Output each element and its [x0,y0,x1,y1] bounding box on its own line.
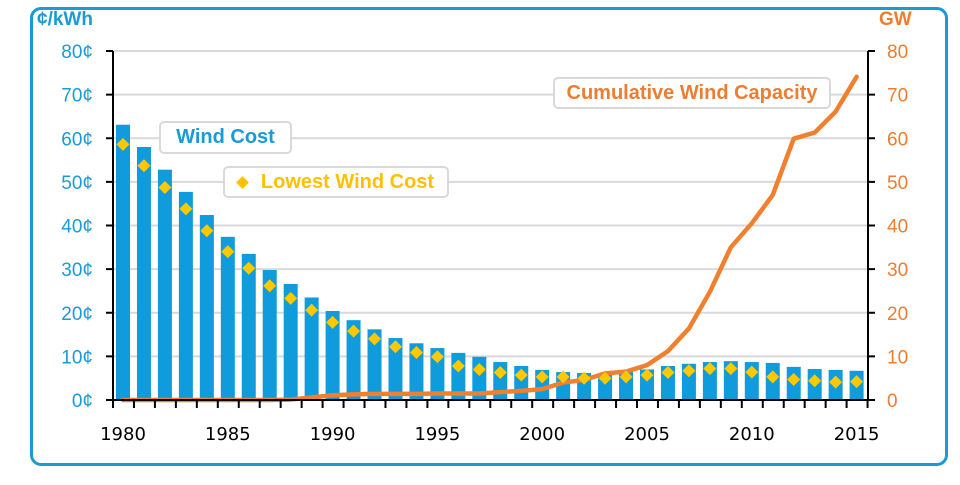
left-axis-unit-label: ¢/kWh [37,9,93,30]
left-axis-tick-label: 80¢ [61,42,93,63]
x-axis-tick-label: 1980 [100,424,146,445]
lowest-cost-marker [619,370,633,384]
right-axis-tick-label: 60 [887,129,908,150]
right-axis-tick-label: 80 [887,42,908,63]
right-axis-tick-label: 70 [887,86,908,107]
lowest-cost-marker [514,368,528,382]
lowest-cost-marker [200,224,214,238]
lowest-cost-marker [766,370,780,384]
lowest-cost-marker [137,159,151,173]
lowest-cost-marker [451,359,465,373]
x-axis-tick-label: 2005 [624,424,670,445]
lowest-cost-marker [661,366,675,380]
wind-cost-bar [409,343,424,400]
wind-cost-bar [262,269,277,400]
wind-cost-bar [283,283,298,400]
lowest-cost-marker [388,340,402,354]
right-axis-tick-label: 0 [887,391,898,412]
wind-cost-bar [430,348,445,400]
lowest-cost-marker [284,291,298,305]
lowest-cost-marker [808,374,822,388]
left-axis-tick-label: 20¢ [61,304,93,325]
legend-cumulative-capacity-label: Cumulative Wind Capacity [566,81,818,104]
lowest-cost-marker [472,362,486,376]
lowest-cost-marker [368,332,382,346]
lowest-cost-marker [179,202,193,216]
chart-frame [30,7,948,466]
left-axis-tick-label: 0¢ [72,391,93,412]
wind-cost-bar [178,191,193,400]
lowest-cost-marker [347,324,361,338]
wind-cost-bar [367,329,382,400]
lowest-cost-marker [577,371,591,385]
lowest-cost-marker [158,181,172,195]
lowest-cost-marker [263,279,277,293]
wind-cost-bar [116,124,130,400]
wind-cost-bar [241,253,256,400]
left-axis-tick-label: 40¢ [61,217,93,238]
lowest-cost-marker [430,350,444,364]
lowest-cost-marker [703,362,717,376]
right-axis-unit-label: GW [879,9,912,30]
legend-lowest-wind-cost-label: Lowest Wind Cost [260,170,435,193]
diamond-icon [236,175,249,189]
lowest-cost-marker [598,371,612,385]
lowest-cost-marker [745,365,759,379]
x-axis-tick-label: 2000 [519,424,565,445]
tick-labels: 0¢ 0 10¢ 10 20¢ 20 30¢ 30 40¢ 40 50¢ 50 60¢ 60 70¢ 70 80… [61,42,908,445]
legend-wind-cost-label: Wind Cost [176,126,275,148]
lowest-cost-marker [787,372,801,386]
left-axis-tick-label: 50¢ [61,173,93,194]
lowest-cost-marker [116,137,130,151]
x-axis-tick-label: 1985 [205,424,251,445]
lowest-cost-marker [305,303,319,317]
wind-cost-bar [220,236,235,400]
lowest-cost-marker [850,375,864,389]
axes [106,50,875,408]
lowest-cost-marker [409,345,423,359]
wind-cost-bars [116,124,864,400]
wind-cost-bar [304,297,319,400]
lowest-cost-marker [535,370,549,384]
legend-cumulative-capacity: Cumulative Wind Capacity [553,77,831,109]
wind-cost-bar [136,146,151,400]
left-axis-tick-label: 60¢ [61,129,93,150]
lowest-cost-marker [682,364,696,378]
wind-cost-bar [388,338,403,400]
lowest-cost-marker [221,245,235,259]
x-axis-tick-label: 1995 [414,424,460,445]
lowest-cost-marker [724,362,738,376]
lowest-cost-marker [493,366,507,380]
right-axis-tick-label: 40 [887,217,908,238]
left-axis-tick-label: 10¢ [61,347,93,368]
right-axis-tick-label: 20 [887,304,908,325]
wind-cost-bar [157,169,172,400]
lowest-cost-marker [556,370,570,384]
wind-cost-bar [325,311,340,400]
right-axis-tick-label: 30 [887,260,908,281]
wind-cost-bar [346,320,361,400]
lowest-cost-markers [116,137,864,389]
left-axis-tick-label: 30¢ [61,260,93,281]
right-axis-tick-label: 10 [887,347,908,368]
lowest-cost-marker [326,315,340,329]
right-axis-tick-label: 50 [887,173,908,194]
x-axis-tick-label: 2010 [729,424,775,445]
lowest-cost-marker [242,261,256,275]
x-axis-tick-label: 2015 [834,424,880,445]
x-axis-tick-label: 1990 [310,424,356,445]
wind-cost-bar [199,215,214,400]
lowest-cost-marker [640,368,654,382]
lowest-cost-marker [829,375,843,389]
left-axis-tick-label: 70¢ [61,86,93,107]
legend-wind-cost: Wind Cost [159,121,292,154]
legend-lowest-wind-cost: Lowest Wind Cost [223,166,449,198]
